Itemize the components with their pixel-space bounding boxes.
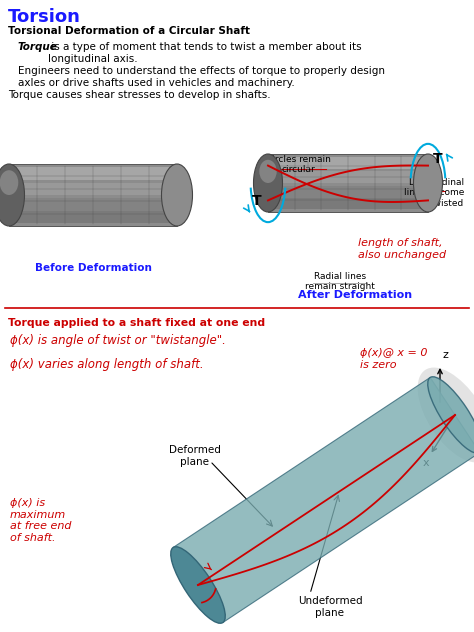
Text: Torsion: Torsion	[8, 8, 81, 26]
Bar	[268, 186, 428, 197]
Ellipse shape	[171, 547, 225, 623]
Text: Torque: Torque	[18, 42, 58, 52]
Text: Circles remain
circular: Circles remain circular	[265, 155, 330, 174]
Text: Before Deformation: Before Deformation	[35, 263, 151, 273]
Bar	[9, 183, 177, 195]
Ellipse shape	[259, 160, 277, 183]
Text: T: T	[252, 194, 262, 208]
Ellipse shape	[254, 154, 283, 212]
Text: Torsional Deformation of a Circular Shaft: Torsional Deformation of a Circular Shaf…	[8, 26, 250, 36]
Text: Deformed
plane: Deformed plane	[169, 445, 221, 466]
Ellipse shape	[162, 164, 192, 226]
Text: x: x	[423, 458, 429, 468]
Ellipse shape	[418, 368, 474, 463]
Text: Torque causes shear stresses to develop in shafts.: Torque causes shear stresses to develop …	[8, 90, 271, 100]
Text: Undeformed
plane: Undeformed plane	[298, 596, 362, 617]
Bar	[268, 154, 428, 212]
Bar	[268, 171, 428, 183]
Ellipse shape	[0, 170, 18, 195]
Bar	[9, 167, 177, 179]
Ellipse shape	[413, 154, 443, 212]
Text: Radial lines
remain straight: Radial lines remain straight	[305, 272, 375, 291]
Text: Engineers need to understand the effects of torque to properly design
axles or d: Engineers need to understand the effects…	[18, 66, 385, 88]
Text: Longitudinal
lines become
twisted: Longitudinal lines become twisted	[404, 178, 464, 208]
Bar	[9, 210, 177, 223]
Ellipse shape	[0, 164, 25, 226]
Bar	[268, 197, 428, 209]
Text: length of shaft,
also unchanged: length of shaft, also unchanged	[358, 238, 446, 260]
Text: T: T	[433, 152, 443, 166]
Text: ϕ(x) varies along length of shaft.: ϕ(x) varies along length of shaft.	[10, 358, 204, 371]
Text: ϕ(x)@ x = 0
is zero: ϕ(x)@ x = 0 is zero	[360, 348, 428, 370]
Bar	[9, 198, 177, 210]
Text: ϕ(x) is angle of twist or "twistangle".: ϕ(x) is angle of twist or "twistangle".	[10, 334, 226, 347]
Text: is a type of moment that tends to twist a member about its
longitudinal axis.: is a type of moment that tends to twist …	[48, 42, 362, 64]
Bar	[9, 164, 177, 226]
Bar	[268, 157, 428, 169]
Ellipse shape	[428, 377, 474, 453]
Text: Torque applied to a shaft fixed at one end: Torque applied to a shaft fixed at one e…	[8, 318, 265, 328]
Polygon shape	[173, 377, 474, 623]
Text: z: z	[443, 350, 449, 360]
Text: After Deformation: After Deformation	[298, 290, 412, 300]
Text: ϕ(x) is
maximum
at free end
of shaft.: ϕ(x) is maximum at free end of shaft.	[10, 498, 72, 543]
